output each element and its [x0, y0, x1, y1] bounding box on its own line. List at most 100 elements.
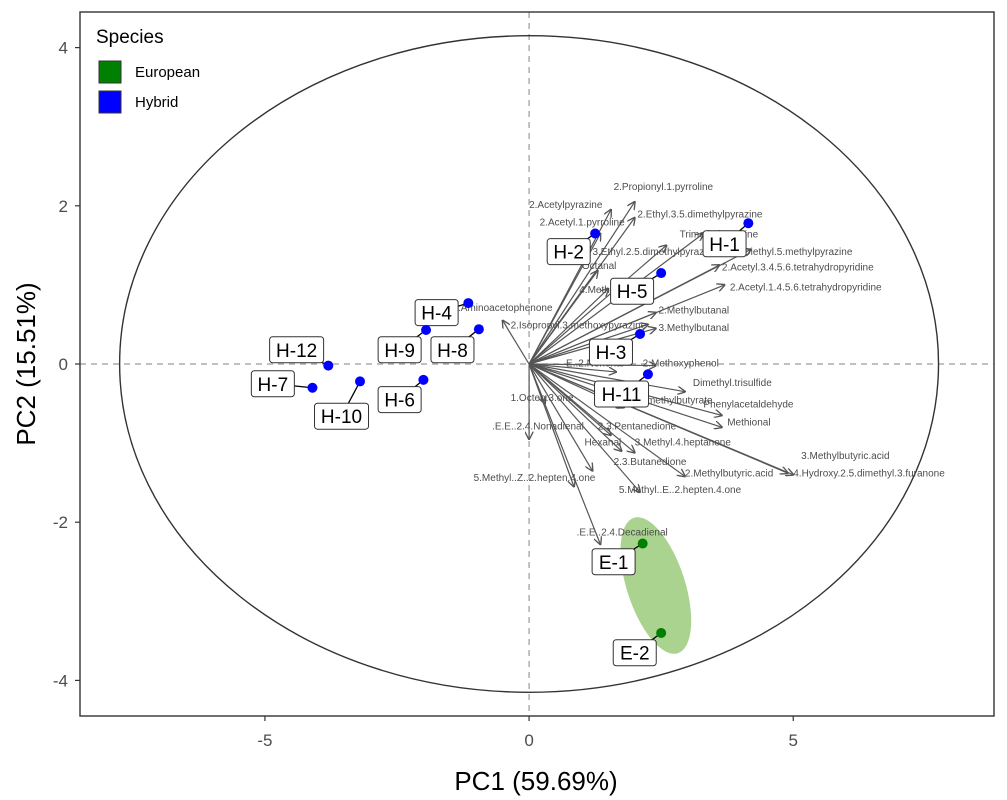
y-axis-title: PC2 (15.51%) [11, 282, 41, 445]
loading-label-2-diethyl-5-methylpyrazine: 2.Diethyl.5.methylpyrazine [735, 247, 853, 258]
loading-arrow-2-isopropyl-3-methoxypyrazine [528, 324, 648, 365]
loading-label-3-ethyl-2-5-dimethylpyrazine: 3.Ethyl.2.5.dimethylpyrazine [592, 247, 718, 258]
confidence-ellipse-european [620, 517, 692, 654]
loading-label-2-3-pentanedione: 2.3.Pentanedione [598, 422, 677, 433]
legend: Species European Hybrid [96, 27, 200, 114]
plot-area: 2.Propionyl.1.pyrroline 2.Acetylpyrazine 2… [80, 12, 994, 716]
loading-label-2-acetylpyrazine: 2.Acetylpyrazine [529, 200, 603, 211]
point-h-2 [590, 228, 601, 239]
loading-label-hexanal: Hexanal [585, 437, 622, 448]
loading-label-phenylacetaldehyde: Phenylacetaldehyde [703, 400, 794, 411]
label-box-h-4 [414, 299, 459, 327]
point-h-6 [418, 374, 429, 385]
label-box-h-8 [430, 336, 475, 364]
loading-label-e-e-2-4-nonadienal: .E.E..2.4.Nonadienal [492, 422, 584, 433]
loading-label-3-methylbutyric-acid: 3.Methylbutyric.acid [801, 451, 889, 462]
loading-label-5-methyl-z-2-hepten-4-one: 5.Methyl..Z..2.hepten.4.one [474, 473, 596, 484]
loading-label-e-e-2-4-decadienal: .E.E..2.4.Decadienal [577, 528, 668, 539]
point-h-5 [656, 268, 667, 279]
point-label-h-11: H-11 [602, 385, 642, 406]
point-label-h-3: H-3 [596, 343, 627, 364]
loading-label-2-propionyl-1-pyrroline: 2.Propionyl.1.pyrroline [614, 182, 714, 193]
point-label-h-6: H-6 [384, 391, 415, 412]
point-label-h-4: H-4 [421, 304, 452, 325]
loading-arrow-2-aminoacetophenone [503, 320, 530, 365]
loading-label-2-acetyl-3-4-5-6-tetrahydropyridine: 2.Acetyl.3.4.5.6.tetrahydropyridine [722, 263, 874, 274]
x-tick-label-5: 5 [789, 731, 798, 750]
point-h-3 [635, 328, 646, 339]
point-label-h-2: H-2 [553, 243, 584, 264]
point-h-11 [642, 369, 653, 380]
loading-label-2-aminoacetophenone: 2.Aminoacetophenone [452, 303, 553, 314]
point-label-h-8: H-8 [437, 341, 468, 362]
label-box-e-1 [591, 548, 636, 576]
point-label-e-2: E-2 [620, 644, 650, 665]
point-label-h-7: H-7 [258, 375, 289, 396]
label-box-h-3 [588, 338, 633, 366]
x-tick-label-5: -5 [257, 731, 272, 750]
y-tick-label-2: -2 [53, 513, 68, 532]
y-tick-label-4: -4 [53, 671, 68, 690]
point-h-12 [323, 360, 334, 371]
loading-label-octanal: Octanal [582, 261, 616, 272]
point-label-h-10: H-10 [321, 407, 362, 428]
legend-key-european [98, 60, 122, 84]
loading-arrow-e-2-nonenal [529, 363, 616, 372]
loading-arrow-e-e-2-4-decadienal [528, 363, 600, 544]
point-h-7 [307, 382, 318, 393]
point-label-h-12: H-12 [276, 341, 317, 362]
legend-label-hybrid: Hybrid [135, 94, 178, 111]
label-box-h-7 [250, 370, 295, 398]
point-e-2 [656, 627, 667, 638]
label-box-h-1 [702, 230, 747, 258]
loading-label-3-methyl-4-heptanone: 3.Methyl.4.heptanone [635, 437, 732, 448]
loading-label-2-ethyl-3-5-dimethylpyrazine: 2.Ethyl.3.5.dimethylpyrazine [637, 210, 763, 221]
point-h-8 [473, 324, 484, 335]
point-h-4 [463, 298, 474, 309]
loading-label-5-methyl-e-2-hepten-4-one: 5.Methyl..E..2.hepten.4.one [619, 485, 742, 496]
point-label-h-1: H-1 [709, 235, 740, 256]
loading-arrow-hexanal [528, 363, 621, 451]
label-box-h-2 [546, 238, 591, 266]
legend-title: Species [96, 27, 164, 48]
plot-layer: 2.Propionyl.1.pyrroline 2.Acetylpyrazine 2… [53, 11, 995, 750]
label-box-h-12 [269, 336, 325, 364]
correlation-circle [118, 35, 940, 693]
loading-label-ethyl-2-methylbutyrate: Ethyl.2.methylbutyrate [614, 396, 713, 407]
loading-label-2-3-butanedione: 2.3.Butanedione [614, 457, 687, 468]
loading-arrow-2-methylbutanal [528, 313, 656, 365]
loading-arrow-5-methyl-e-2-hepten-4-one [528, 363, 640, 492]
loading-arrow-2-acetyl-3-4-5-6-tetrahydropyridine [528, 265, 719, 365]
legend-key-hybrid [98, 90, 122, 114]
loading-label-2-methylbutyric-acid: 2.Methylbutyric.acid [685, 468, 773, 479]
point-h-1 [743, 218, 754, 229]
loading-arrow-2-propionyl-1-pyrroline [528, 202, 635, 365]
loading-label-dimethyl-trisulfide: Dimethyl.trisulfide [693, 378, 772, 389]
point-h-9 [421, 324, 432, 335]
label-box-h-11 [594, 380, 650, 408]
label-box-h-6 [377, 386, 422, 414]
x-tick-label-0: 0 [524, 731, 533, 750]
loading-arrow-dimethyl-trisulfide [528, 363, 685, 392]
loading-arrow-4-hydroxy-2-5-dimethyl-3-furanone [528, 363, 793, 475]
point-label-h-5: H-5 [617, 282, 648, 303]
loading-arrow-2-3-butanedione [528, 363, 592, 471]
loading-label-2-acetyl-1-pyrroline: 2.Acetyl.1.pyrroline [540, 218, 625, 229]
loading-label-3-methylbutanal: 3.Methylbutanal [659, 323, 730, 334]
y-tick-label-4: 4 [59, 39, 68, 58]
y-tick-label-2: 2 [59, 197, 68, 216]
loading-label-2-acetyl-1-4-5-6-tetrahydropyridine: 2.Acetyl.1.4.5.6.tetrahydropyridine [730, 282, 882, 293]
point-label-e-1: E-1 [599, 553, 629, 574]
loading-label-2-isopropyl-3-methoxypyrazine: 2.Isopropyl.3.methoxypyrazine [511, 320, 647, 331]
x-axis-title: PC1 (59.69%) [454, 766, 617, 796]
point-e-1 [637, 538, 648, 549]
loading-arrow-3-methyl-4-heptanone [528, 363, 635, 453]
label-box-h-5 [610, 277, 655, 305]
loading-label-4-hydroxy-2-5-dimethyl-3-furanone: 4.Hydroxy.2.5.dimethyl.3.furanone [793, 468, 945, 479]
loading-label-2-methylbutanal: 2.Methylbutanal [659, 305, 730, 316]
loading-label-4-methoxy: 4.Methoxy [579, 285, 625, 296]
legend-label-european: European [135, 64, 200, 81]
loading-label-2-methoxyphenol: 2.Methoxyphenol [643, 358, 719, 369]
loading-label-1-octen-3-one: 1.Octen.3.one [511, 393, 574, 404]
